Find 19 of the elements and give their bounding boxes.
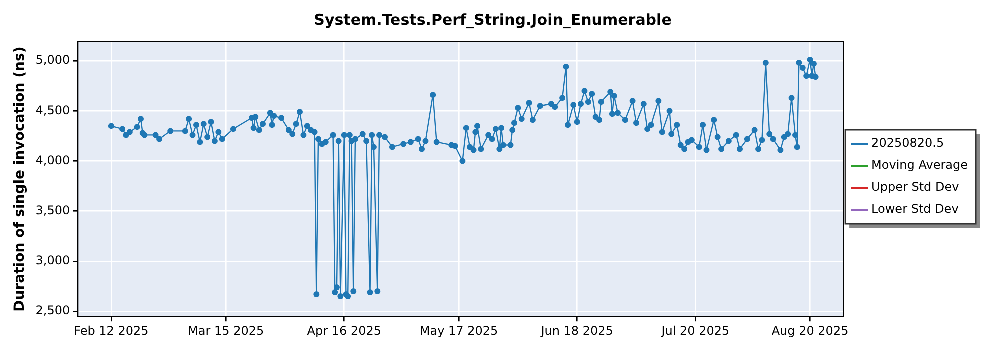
chart-title: System.Tests.Perf_String.Join_Enumerable xyxy=(314,10,672,29)
legend-label: Upper Std Dev xyxy=(872,180,960,194)
x-tick-label: Apr 16 2025 xyxy=(307,324,382,338)
legend-label: 20250820.5 xyxy=(872,136,944,150)
legend-label: Moving Average xyxy=(872,158,968,172)
y-tick-label: 4,000 xyxy=(36,153,70,168)
x-tick-label: Feb 12 2025 xyxy=(74,324,149,338)
x-tick-label: Jun 18 2025 xyxy=(540,324,614,338)
y-tick-label: 4,500 xyxy=(36,103,70,118)
legend-label: Lower Std Dev xyxy=(872,202,959,216)
x-tick-label: Mar 15 2025 xyxy=(188,324,264,338)
y-tick-label: 5,000 xyxy=(36,53,70,68)
x-tick-label: Jul 20 2025 xyxy=(660,324,730,338)
y-tick-label: 3,000 xyxy=(36,254,70,268)
y-tick-label: 3,500 xyxy=(36,203,70,218)
x-tick-label: May 17 2025 xyxy=(420,324,498,338)
y-tick-label: 2,500 xyxy=(36,304,70,318)
x-tick-label: Aug 20 2025 xyxy=(772,324,849,338)
y-axis-title: Duration of single invocation (ns) xyxy=(12,46,28,312)
